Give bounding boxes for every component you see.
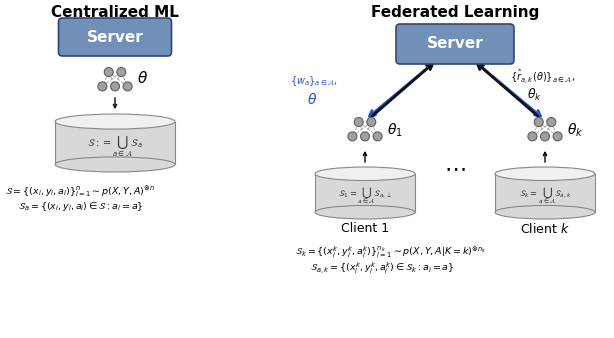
Ellipse shape (495, 167, 595, 180)
Circle shape (373, 132, 382, 141)
Text: $\{\hat{r}_{a,k}(\theta)\}_{a \in \mathcal{A}},$: $\{\hat{r}_{a,k}(\theta)\}_{a \in \mathc… (510, 68, 575, 86)
Circle shape (354, 118, 363, 126)
Text: $\cdots$: $\cdots$ (444, 158, 466, 178)
Circle shape (547, 118, 556, 126)
Circle shape (534, 118, 543, 126)
Text: Server: Server (87, 29, 144, 45)
Circle shape (528, 132, 537, 141)
Text: $\theta$: $\theta$ (307, 92, 317, 107)
Bar (315, 174, 415, 212)
Circle shape (104, 68, 113, 76)
Circle shape (540, 132, 550, 141)
FancyBboxPatch shape (58, 18, 171, 56)
Ellipse shape (55, 157, 175, 172)
Text: $\mathcal{S}_k = \{(x_i^k, y_i^k, a_i^k)\}_{i=1}^{n_k} \sim p(X, Y, A|K=k)^{\oti: $\mathcal{S}_k = \{(x_i^k, y_i^k, a_i^k)… (295, 245, 486, 260)
Circle shape (117, 68, 126, 76)
Circle shape (553, 132, 562, 141)
Text: $\theta_1$: $\theta_1$ (387, 121, 403, 139)
FancyBboxPatch shape (396, 24, 514, 64)
Text: $\mathcal{S}_a = \{(x_i, y_i, a_i) \in \mathcal{S} : a_i = a\}$: $\mathcal{S}_a = \{(x_i, y_i, a_i) \in \… (18, 200, 144, 213)
Circle shape (123, 82, 132, 91)
Bar (55, 122, 175, 165)
Ellipse shape (55, 114, 175, 129)
Text: Client 1: Client 1 (341, 222, 389, 235)
Ellipse shape (495, 206, 595, 219)
Circle shape (98, 82, 107, 91)
Ellipse shape (315, 206, 415, 219)
Text: $\mathcal{S} := \bigcup_{a \in \mathcal{A}} \mathcal{S}_a$: $\mathcal{S} := \bigcup_{a \in \mathcal{… (87, 134, 143, 158)
Text: $\theta_k$: $\theta_k$ (527, 87, 542, 103)
Text: Federated Learning: Federated Learning (371, 5, 539, 20)
Circle shape (348, 132, 357, 141)
Text: $\theta_k$: $\theta_k$ (567, 121, 583, 139)
Circle shape (111, 82, 120, 91)
Circle shape (360, 132, 370, 141)
Circle shape (367, 118, 376, 126)
Text: Centralized ML: Centralized ML (51, 5, 179, 20)
Text: $\{w_a\}_{a \in \mathcal{A}},$: $\{w_a\}_{a \in \mathcal{A}},$ (290, 75, 338, 88)
Text: Server: Server (427, 37, 483, 51)
Text: $\theta$: $\theta$ (137, 70, 148, 86)
Text: Client $k$: Client $k$ (520, 222, 570, 236)
Text: $\mathcal{S}_k = \bigcup_{a \in \mathcal{A}} \mathcal{S}_{a,k}$: $\mathcal{S}_k = \bigcup_{a \in \mathcal… (519, 186, 572, 206)
Bar (495, 174, 595, 212)
Text: $\mathcal{S}_1 = \bigcup_{a \in \mathcal{A}} \mathcal{S}_{a,\perp}$: $\mathcal{S}_1 = \bigcup_{a \in \mathcal… (338, 186, 392, 206)
Text: $\mathcal{S} = \{(x_i, y_i, a_i)\}_{i=1}^n \sim p(X, Y, A)^{\otimes n}$: $\mathcal{S} = \{(x_i, y_i, a_i)\}_{i=1}… (5, 185, 155, 200)
Text: $\mathcal{S}_{a,k} = \{(x_i^k, y_i^k, a_i^k) \in \mathcal{S}_k : a_i = a\}$: $\mathcal{S}_{a,k} = \{(x_i^k, y_i^k, a_… (310, 261, 454, 276)
Ellipse shape (315, 167, 415, 180)
